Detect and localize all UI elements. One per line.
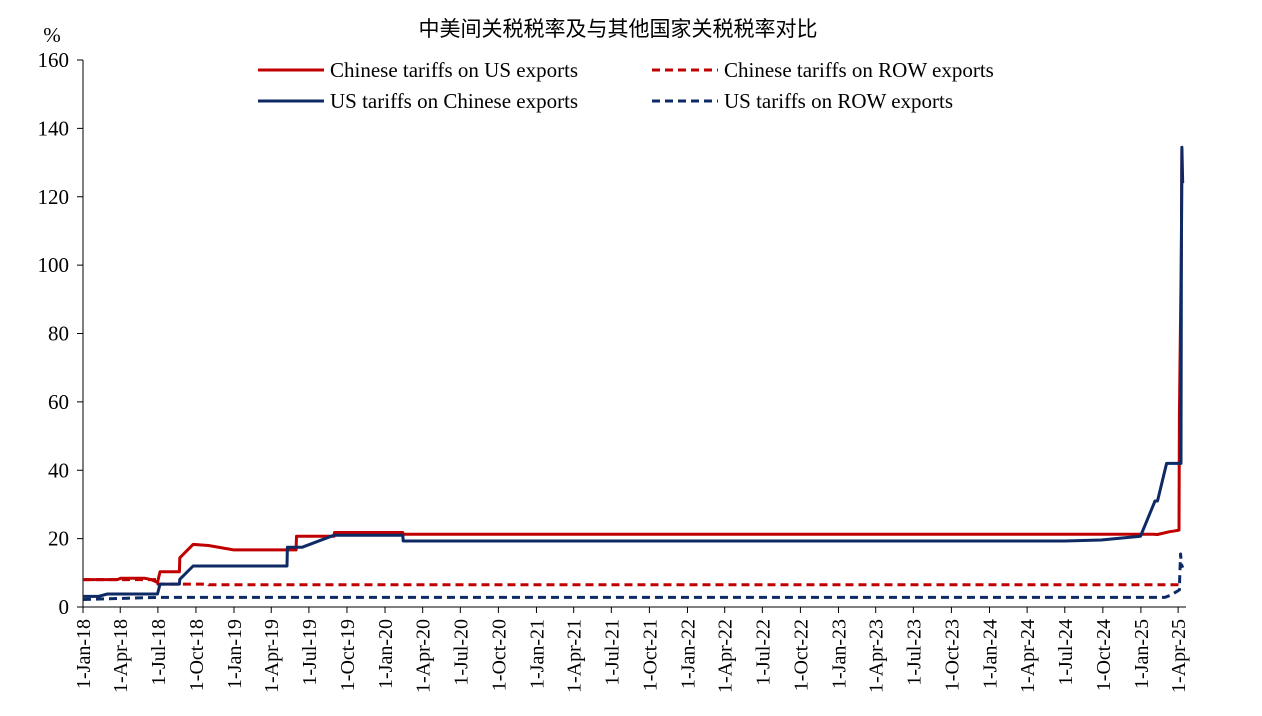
x-tick-label: 1-Jan-21 — [526, 619, 548, 689]
x-tick-label: 1-Jul-22 — [752, 619, 774, 686]
y-axis-unit: % — [43, 23, 61, 47]
legend-label-chinese-tariffs-on-us-exports: Chinese tariffs on US exports — [330, 58, 578, 82]
legend: Chinese tariffs on US exports Chinese tar… — [258, 58, 994, 113]
x-tick-label: 1-Jul-20 — [450, 619, 472, 686]
x-tick-label: 1-Apr-24 — [1017, 619, 1039, 693]
legend-label-us-tariffs-on-chinese-exports: US tariffs on Chinese exports — [330, 89, 578, 113]
x-tick-label: 1-Apr-21 — [564, 619, 586, 693]
x-tick-label: 1-Oct-24 — [1093, 619, 1115, 691]
x-tick-label: 1-Jan-23 — [828, 619, 850, 689]
y-tick-label: 80 — [48, 322, 69, 346]
x-tick-label: 1-Jan-22 — [677, 619, 699, 689]
y-tick-label: 40 — [48, 458, 69, 482]
x-tick-label: 1-Oct-21 — [639, 619, 661, 691]
x-tick-label: 1-Apr-23 — [866, 619, 888, 693]
plot-area: 0 20 40 60 80 100 120 140 160 1-Jan-18 1-Apr-18 1-J… — [38, 48, 1191, 693]
x-tick-label: 1-Jan-18 — [73, 619, 95, 689]
x-tick-label: 1-Apr-22 — [715, 619, 737, 693]
x-tick-label: 1-Jan-24 — [979, 619, 1001, 689]
x-tick-label: 1-Oct-20 — [488, 619, 510, 691]
x-tick-label: 1-Jul-24 — [1055, 619, 1077, 686]
chart-title: 中美间关税税率及与其他国家关税税率对比 — [419, 17, 818, 41]
x-tick-label: 1-Apr-20 — [413, 619, 435, 693]
x-tick-label: 1-Jul-23 — [903, 619, 925, 686]
series-line-us-tariffs-on-chinese-exports — [83, 145, 1185, 598]
x-tick-label: 1-Jul-21 — [601, 619, 623, 686]
x-tick-label: 1-Oct-18 — [186, 619, 208, 691]
y-tick-label: 160 — [38, 48, 70, 72]
x-tick-label: 1-Jul-18 — [148, 619, 170, 686]
y-tick-label: 100 — [38, 253, 70, 277]
series-line-us-tariffs-on-row-exports — [82, 552, 1185, 601]
y-tick-label: 0 — [59, 595, 70, 619]
x-tick-label: 1-Apr-19 — [261, 619, 283, 693]
x-tick-label: 1-Apr-25 — [1168, 619, 1190, 693]
x-tick-label: 1-Oct-19 — [337, 619, 359, 691]
x-tick-label: 1-Jan-25 — [1131, 619, 1153, 689]
legend-label-chinese-tariffs-on-row-exports: Chinese tariffs on ROW exports — [724, 58, 994, 82]
series-line-chinese-tariffs-on-row-exports — [83, 578, 1183, 587]
legend-label-us-tariffs-on-row-exports: US tariffs on ROW exports — [724, 89, 953, 113]
series-line-chinese-tariffs-on-us-exports — [83, 147, 1184, 584]
y-tick-label: 20 — [48, 527, 69, 551]
y-tick-label: 60 — [48, 390, 69, 414]
x-tick-label: 1-Oct-23 — [941, 619, 963, 691]
x-tick-label: 1-Apr-18 — [110, 619, 132, 693]
x-tick-label: 1-Jan-19 — [224, 619, 246, 689]
y-tick-label: 140 — [38, 116, 70, 140]
y-tick-label: 120 — [38, 185, 70, 209]
x-tick-label: 1-Jul-19 — [299, 619, 321, 686]
x-tick-label: 1-Jan-20 — [375, 619, 397, 689]
x-tick-label: 1-Oct-22 — [790, 619, 812, 691]
